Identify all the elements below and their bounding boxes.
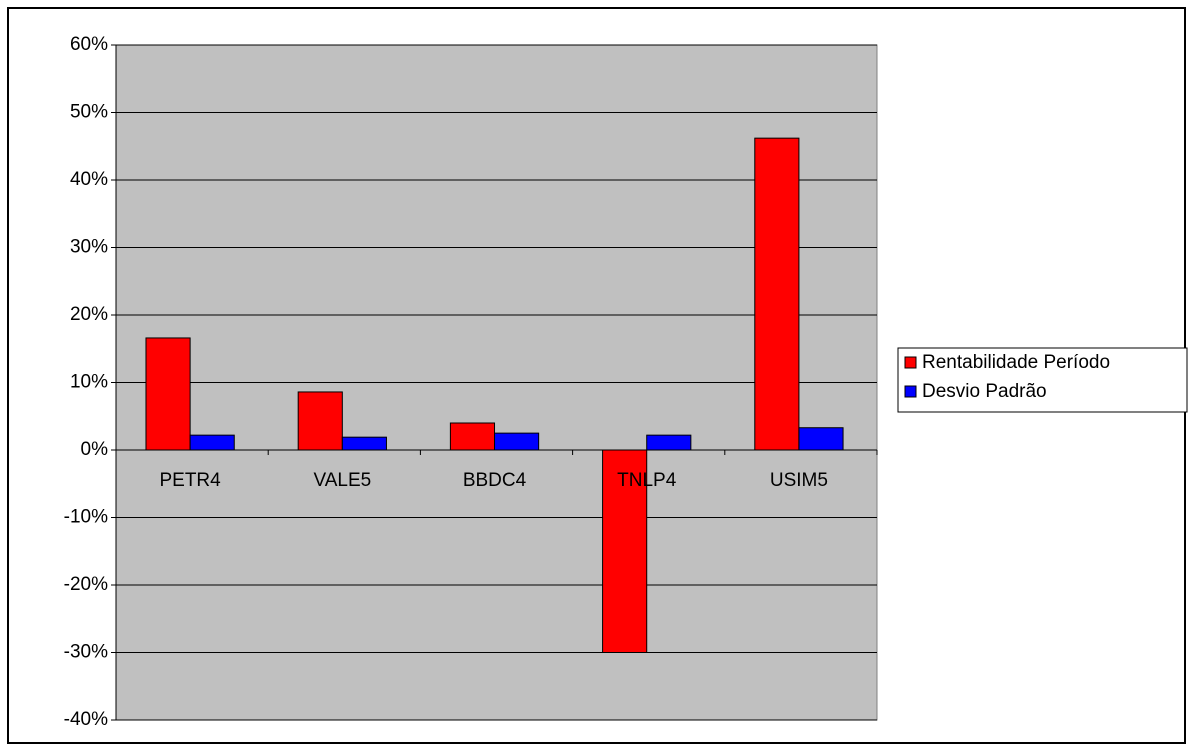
bar: [798, 427, 844, 451]
x-tick-label: VALE5: [313, 470, 371, 491]
bar: [754, 137, 800, 451]
x-tick-label: USIM5: [770, 470, 828, 491]
y-tick-label: -40%: [64, 709, 108, 730]
y-tick-label: 40%: [70, 169, 108, 190]
y-tick-label: 20%: [70, 304, 108, 325]
legend-box: [897, 347, 1188, 413]
legend-label: Rentabilidade Período: [922, 352, 1110, 373]
bar: [646, 434, 692, 451]
legend-label: Desvio Padrão: [922, 381, 1047, 402]
bar: [145, 337, 191, 451]
y-tick-label: 60%: [70, 34, 108, 55]
x-tick-label: BBDC4: [463, 470, 527, 491]
y-tick-label: 30%: [70, 237, 108, 258]
bar: [449, 422, 496, 451]
y-tick-label: -30%: [64, 642, 108, 663]
y-tick-label: -20%: [64, 574, 108, 595]
x-tick-label: TNLP4: [617, 470, 677, 491]
legend-marker: [904, 356, 917, 369]
y-tick-label: 0%: [81, 439, 109, 460]
y-tick-label: 50%: [70, 102, 108, 123]
bar: [602, 449, 648, 653]
y-tick-label: 10%: [70, 372, 108, 393]
legend-marker: [904, 385, 917, 398]
y-tick-label: -10%: [64, 507, 108, 528]
x-tick-label: PETR4: [159, 470, 221, 491]
bar: [189, 434, 235, 451]
bar: [297, 391, 343, 451]
bar: [341, 436, 387, 451]
bar: [494, 432, 540, 451]
